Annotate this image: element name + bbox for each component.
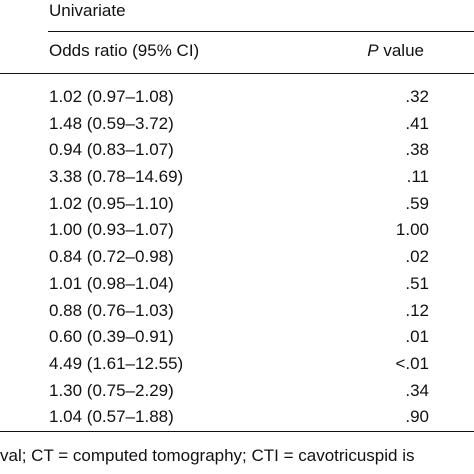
odds-ratio-cell: 0.88 (0.76–1.03) <box>49 300 174 320</box>
p-value-cell: .59 <box>405 193 429 213</box>
p-value-cell: .41 <box>405 113 429 133</box>
table-bottom-rule <box>0 431 474 432</box>
p-value-cell: .32 <box>405 87 429 106</box>
p-value-cell: .38 <box>405 140 429 160</box>
p-value-header-rest: value <box>378 41 424 60</box>
odds-ratio-cell: 1.01 (0.98–1.04) <box>49 273 174 293</box>
p-value-cell: .11 <box>406 167 429 187</box>
p-value-cell: 1.00 <box>395 220 429 240</box>
p-value-cell: .02 <box>405 247 429 267</box>
odds-ratio-cell: 0.94 (0.83–1.07) <box>49 140 174 160</box>
table-row: 0.94 (0.83–1.07) .38 <box>0 137 474 164</box>
odds-ratio-cell: 1.02 (0.95–1.10) <box>49 193 174 213</box>
odds-ratio-cell: 3.38 (0.78–14.69) <box>49 167 184 187</box>
odds-ratio-cell: 4.49 (1.61–12.55) <box>49 353 184 373</box>
table-footnote: val; CT = computed tomography; CTI = cav… <box>0 446 415 465</box>
odds-ratio-cell: 1.30 (0.75–2.29) <box>49 380 174 400</box>
table-row: 1.48 (0.59–3.72) .41 <box>0 111 474 138</box>
table-row: 1.01 (0.98–1.04) .51 <box>0 271 474 298</box>
table-row: 1.30 (0.75–2.29) .34 <box>0 378 474 405</box>
table-row: 1.02 (0.97–1.08) .32 <box>0 84 474 111</box>
odds-ratio-cell: 0.60 (0.39–0.91) <box>49 327 174 347</box>
odds-ratio-cell: 1.02 (0.97–1.08) <box>49 87 174 106</box>
table-row: 4.49 (1.61–12.55) <.01 <box>0 351 474 378</box>
p-value-cell: <.01 <box>395 353 429 373</box>
table-row: 3.38 (0.78–14.69) .11 <box>0 164 474 191</box>
p-value-header-letter: P <box>367 41 379 60</box>
odds-ratio-column-header: Odds ratio (95% CI) <box>49 41 200 60</box>
table-row: 0.84 (0.72–0.98) .02 <box>0 244 474 271</box>
table-row: 1.02 (0.95–1.10) .59 <box>0 191 474 218</box>
group-header-rule <box>48 31 474 32</box>
odds-ratio-cell: 1.04 (0.57–1.88) <box>49 407 174 427</box>
p-value-cell: .51 <box>405 273 429 293</box>
odds-ratio-cell: 1.48 (0.59–3.72) <box>49 113 174 133</box>
table-row: 0.88 (0.76–1.03) .12 <box>0 298 474 325</box>
table-row: 1.04 (0.57–1.88) .90 <box>0 404 474 431</box>
p-value-cell: .90 <box>405 407 429 427</box>
p-value-cell: .34 <box>405 380 429 400</box>
header-bottom-rule <box>0 73 474 74</box>
table-row: 0.60 (0.39–0.91) .01 <box>0 324 474 351</box>
p-value-column-header: P value <box>367 40 424 62</box>
odds-ratio-cell: 1.00 (0.93–1.07) <box>49 220 174 240</box>
table-row: 1.00 (0.93–1.07) 1.00 <box>0 217 474 244</box>
p-value-cell: .01 <box>405 327 429 347</box>
p-value-cell: .12 <box>405 300 429 320</box>
odds-ratio-cell: 0.84 (0.72–0.98) <box>49 247 174 267</box>
column-group-title: Univariate <box>49 1 126 20</box>
table-body: 1.02 (0.97–1.08) .32 1.48 (0.59–3.72) .4… <box>0 84 474 431</box>
